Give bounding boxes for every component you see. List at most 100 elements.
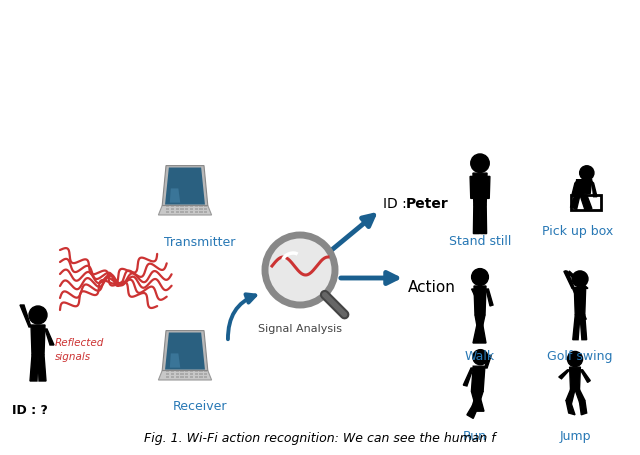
Bar xyxy=(195,376,198,377)
Polygon shape xyxy=(568,271,588,288)
Bar xyxy=(166,373,170,374)
Bar xyxy=(171,374,174,375)
Polygon shape xyxy=(472,391,484,411)
Text: Fig. 1. Wi-Fi action recognition: We can see the human f: Fig. 1. Wi-Fi action recognition: We can… xyxy=(144,432,496,445)
Text: ID : ?: ID : ? xyxy=(12,404,48,416)
Bar xyxy=(189,373,193,374)
Polygon shape xyxy=(571,195,580,209)
Polygon shape xyxy=(165,167,205,205)
Polygon shape xyxy=(473,315,485,343)
Circle shape xyxy=(580,166,594,180)
Text: Run: Run xyxy=(463,430,487,443)
FancyArrowPatch shape xyxy=(340,273,397,283)
Bar xyxy=(199,374,203,375)
Polygon shape xyxy=(564,271,574,288)
Bar xyxy=(195,371,198,372)
Bar xyxy=(185,377,188,378)
Bar xyxy=(195,212,198,213)
Polygon shape xyxy=(162,166,208,206)
Bar xyxy=(166,374,170,375)
Polygon shape xyxy=(575,180,592,195)
Bar xyxy=(204,371,207,372)
Polygon shape xyxy=(45,329,54,345)
Text: Receiver: Receiver xyxy=(173,400,227,413)
Text: Pick up box: Pick up box xyxy=(542,225,614,238)
Polygon shape xyxy=(574,288,586,315)
Text: ID :: ID : xyxy=(383,197,411,211)
Bar xyxy=(166,377,170,378)
Polygon shape xyxy=(474,205,480,233)
Bar xyxy=(199,212,203,213)
Polygon shape xyxy=(467,406,479,419)
Bar xyxy=(185,211,188,212)
Polygon shape xyxy=(485,355,492,368)
Bar xyxy=(185,208,188,209)
Bar xyxy=(189,212,193,213)
Bar xyxy=(199,377,203,378)
Bar xyxy=(175,371,179,372)
Polygon shape xyxy=(472,289,482,307)
Bar xyxy=(175,377,179,378)
Circle shape xyxy=(265,235,335,305)
Bar xyxy=(189,371,193,372)
Bar xyxy=(166,208,170,209)
Circle shape xyxy=(473,349,488,365)
Circle shape xyxy=(568,351,582,367)
Polygon shape xyxy=(580,370,590,382)
Bar xyxy=(195,209,198,210)
Text: Action: Action xyxy=(408,280,456,295)
Bar xyxy=(185,371,188,372)
Polygon shape xyxy=(566,400,575,415)
Polygon shape xyxy=(572,182,577,197)
Bar xyxy=(171,212,174,213)
Bar xyxy=(199,371,203,372)
Bar xyxy=(171,373,174,374)
Polygon shape xyxy=(31,325,45,355)
Circle shape xyxy=(572,271,588,287)
Bar xyxy=(166,212,170,213)
Polygon shape xyxy=(566,389,575,404)
Text: Peter: Peter xyxy=(406,197,449,211)
Polygon shape xyxy=(580,315,587,340)
Circle shape xyxy=(472,268,488,285)
Bar xyxy=(189,377,193,378)
Bar xyxy=(195,374,198,375)
Bar xyxy=(166,376,170,377)
Polygon shape xyxy=(580,195,592,210)
Bar xyxy=(195,211,198,212)
FancyArrowPatch shape xyxy=(228,294,255,339)
Polygon shape xyxy=(472,366,485,391)
Bar xyxy=(199,376,203,377)
Polygon shape xyxy=(159,370,212,380)
Text: Jump: Jump xyxy=(559,430,591,443)
Polygon shape xyxy=(473,173,487,205)
Bar xyxy=(189,376,193,377)
Polygon shape xyxy=(474,286,486,315)
Text: Walk: Walk xyxy=(465,350,495,363)
Text: Transmitter: Transmitter xyxy=(164,236,236,249)
Polygon shape xyxy=(170,188,180,202)
Bar xyxy=(185,376,188,377)
Text: Signal Analysis: Signal Analysis xyxy=(258,324,342,334)
Bar xyxy=(175,212,179,213)
Bar xyxy=(189,211,193,212)
Bar xyxy=(171,376,174,377)
Bar xyxy=(175,376,179,377)
Polygon shape xyxy=(30,355,38,381)
Polygon shape xyxy=(472,391,483,406)
Bar xyxy=(180,376,184,377)
Bar xyxy=(204,377,207,378)
Bar xyxy=(204,211,207,212)
Bar xyxy=(189,209,193,210)
Bar xyxy=(171,371,174,372)
Polygon shape xyxy=(20,305,31,327)
Polygon shape xyxy=(573,315,580,340)
Bar xyxy=(185,212,188,213)
Polygon shape xyxy=(159,206,212,215)
Bar xyxy=(175,211,179,212)
FancyArrowPatch shape xyxy=(330,215,374,251)
Bar xyxy=(180,208,184,209)
Bar xyxy=(166,211,170,212)
Polygon shape xyxy=(165,333,205,369)
Polygon shape xyxy=(579,400,587,415)
